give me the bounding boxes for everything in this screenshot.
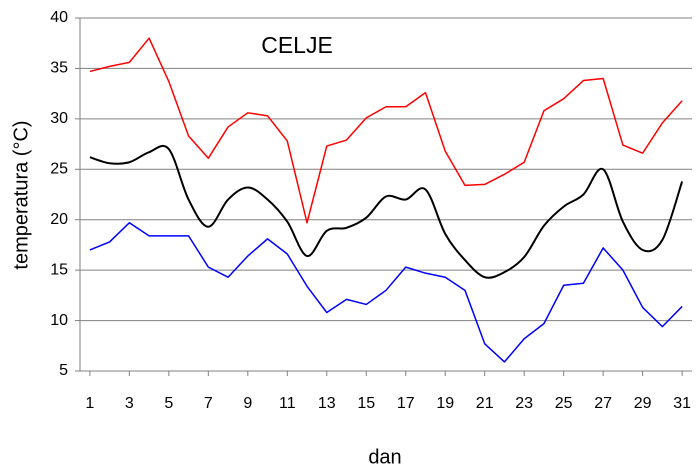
- y-tick-label: 25: [50, 161, 68, 178]
- data-line: [89, 37, 683, 224]
- chart-title: CELJE: [261, 32, 333, 58]
- x-tick-label: 31: [673, 395, 691, 412]
- y-tick-label: 10: [50, 312, 68, 329]
- x-tick-label: 25: [555, 395, 573, 412]
- x-tick-label: 21: [476, 395, 494, 412]
- data-line: [89, 221, 683, 363]
- x-tick-label: 27: [594, 395, 612, 412]
- x-tick-label: 15: [357, 395, 375, 412]
- y-tick-label: 20: [50, 211, 68, 228]
- y-tick-label: 30: [50, 110, 68, 127]
- y-tick-label: 5: [59, 362, 68, 379]
- x-tick-label: 5: [164, 395, 173, 412]
- x-tick-label: 19: [436, 395, 454, 412]
- x-tick-label: 23: [515, 395, 533, 412]
- x-tick-label: 9: [243, 395, 252, 412]
- y-axis-label: temperatura (°C): [10, 120, 32, 269]
- x-tick-label: 7: [204, 395, 213, 412]
- x-tick-label: 29: [634, 395, 652, 412]
- x-tick-label: 13: [318, 395, 336, 412]
- y-tick-label: 35: [50, 60, 68, 77]
- y-tick-label: 15: [50, 261, 68, 278]
- data-line: [89, 144, 684, 279]
- x-tick-label: 17: [397, 395, 415, 412]
- x-axis-label: dan: [368, 446, 401, 468]
- x-tick-label: 11: [279, 395, 296, 412]
- x-tick-label: 3: [125, 395, 134, 412]
- y-tick-label: 40: [50, 9, 68, 26]
- x-tick-label: 1: [85, 395, 94, 412]
